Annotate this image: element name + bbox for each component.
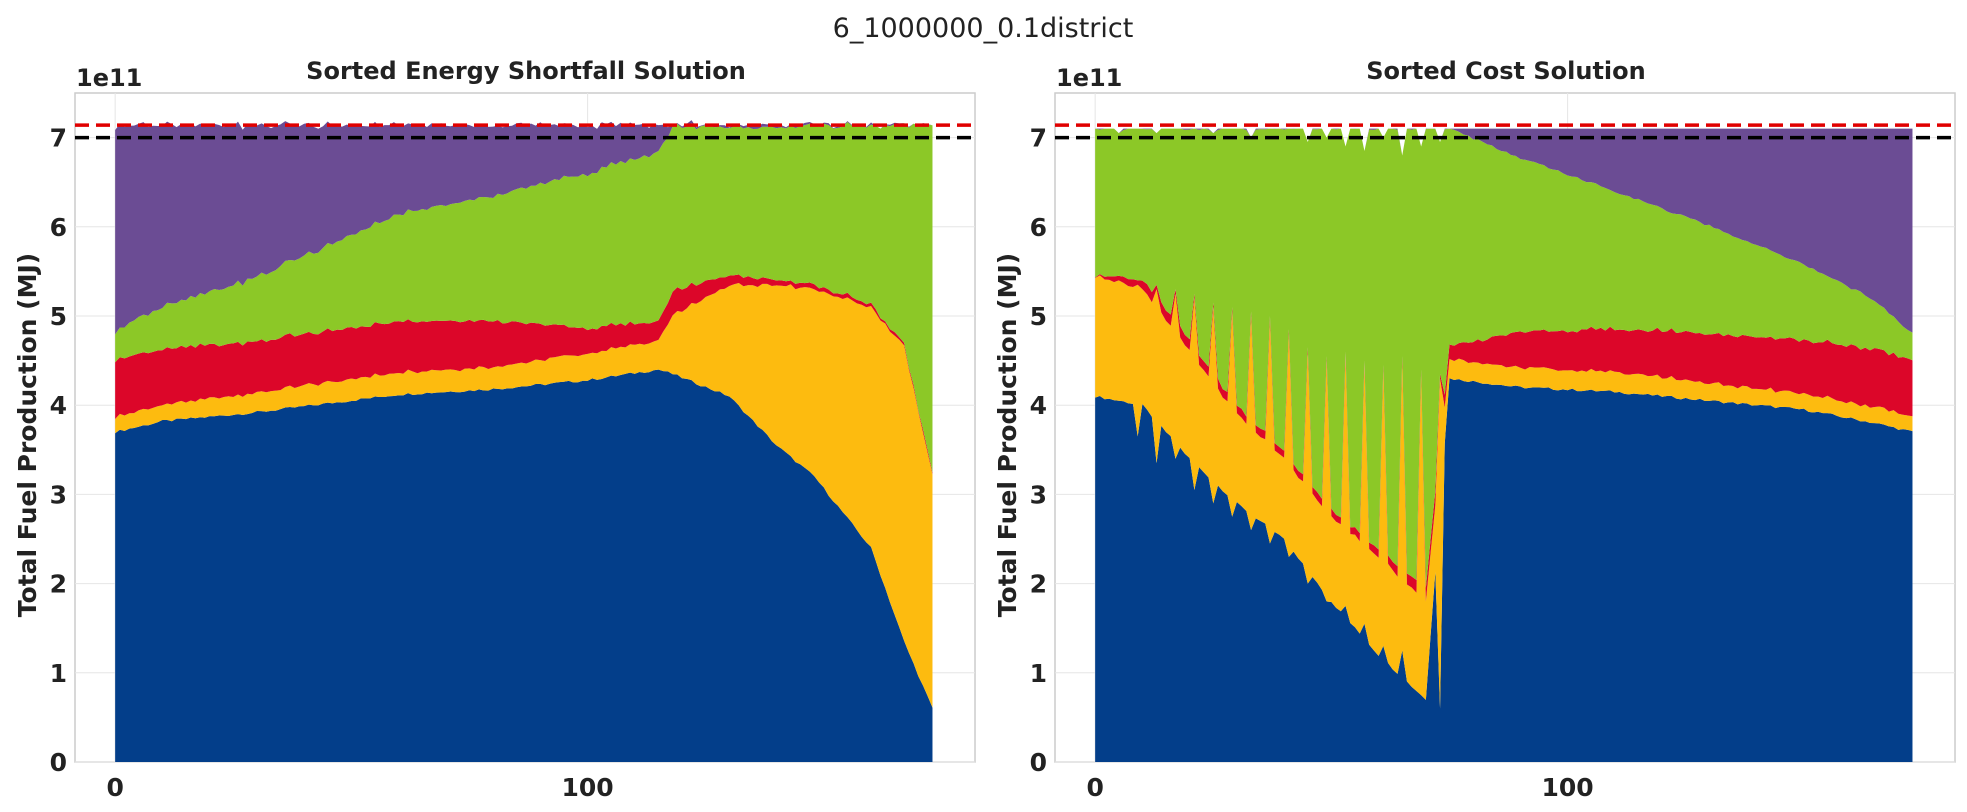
area-series-purple bbox=[115, 120, 933, 335]
left-chart-title: Sorted Energy Shortfall Solution bbox=[306, 57, 746, 85]
area-series-green bbox=[1095, 128, 1913, 588]
left-chart-ylabel: Total Fuel Production (MJ) bbox=[13, 253, 42, 617]
right-chart-ylabel: Total Fuel Production (MJ) bbox=[993, 253, 1022, 617]
y-tick-label: 4 bbox=[50, 391, 67, 420]
left-chart: Sorted Energy Shortfall Solution 1e11 To… bbox=[13, 57, 976, 802]
y-tick-label: 1 bbox=[1030, 659, 1047, 688]
y-tick-label: 3 bbox=[50, 480, 67, 509]
figure-suptitle: 6_1000000_0.1district bbox=[833, 13, 1134, 44]
area-series-purple bbox=[1095, 128, 1913, 333]
right-chart-plot-area: 0 1 2 3 4 5 6 7 0 100 bbox=[1030, 92, 1956, 802]
y-tick-label: 3 bbox=[1030, 480, 1047, 509]
area-series-blue bbox=[115, 369, 933, 762]
y-tick-label: 5 bbox=[1030, 302, 1047, 331]
area-series-blue bbox=[1095, 378, 1913, 762]
area-series-yellow bbox=[1095, 275, 1913, 709]
x-tick-label: 100 bbox=[1542, 773, 1594, 802]
y-tick-label: 6 bbox=[50, 213, 67, 242]
y-tick-label: 5 bbox=[50, 302, 67, 331]
right-chart: Sorted Cost Solution 1e11 Total Fuel Pro… bbox=[993, 57, 1956, 802]
right-chart-title: Sorted Cost Solution bbox=[1366, 57, 1645, 85]
y-tick-label: 6 bbox=[1030, 213, 1047, 242]
area-series-red bbox=[1095, 274, 1913, 602]
area-series-red bbox=[115, 274, 933, 475]
area-series-green bbox=[115, 121, 933, 473]
x-tick-label: 100 bbox=[562, 773, 614, 802]
y-tick-label: 4 bbox=[1030, 391, 1047, 420]
left-chart-y-offset-label: 1e11 bbox=[76, 64, 142, 92]
y-tick-label: 1 bbox=[50, 659, 67, 688]
y-tick-label: 2 bbox=[50, 570, 67, 599]
right-chart-y-offset-label: 1e11 bbox=[1056, 64, 1122, 92]
y-tick-label: 7 bbox=[1030, 124, 1047, 153]
y-tick-label: 0 bbox=[50, 748, 67, 777]
y-tick-label: 7 bbox=[50, 124, 67, 153]
y-tick-label: 0 bbox=[1030, 748, 1047, 777]
x-tick-label: 0 bbox=[106, 773, 123, 802]
y-tick-label: 2 bbox=[1030, 570, 1047, 599]
area-series-yellow bbox=[115, 283, 933, 708]
x-tick-label: 0 bbox=[1086, 773, 1103, 802]
left-chart-plot-area: 0 1 2 3 4 5 6 7 0 100 bbox=[50, 92, 976, 802]
